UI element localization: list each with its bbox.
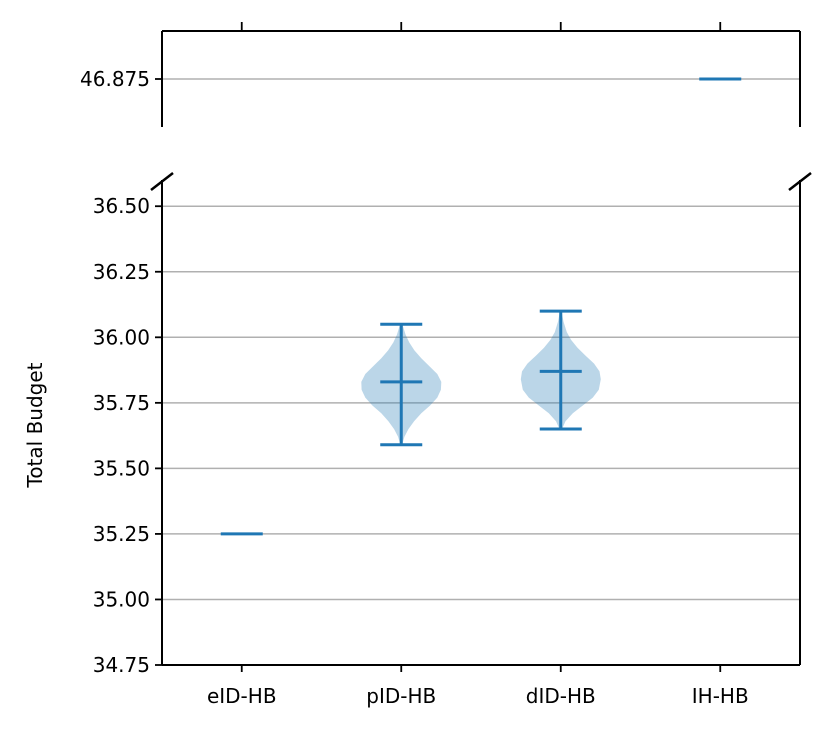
x-tick-label: dID-HB — [526, 684, 596, 708]
x-tick-label: pID-HB — [366, 684, 436, 708]
lower-y-tick-label: 36.00 — [93, 325, 150, 349]
lower-y-tick-label: 35.00 — [93, 587, 150, 611]
lower-y-tick-label: 35.25 — [93, 522, 150, 546]
break-mark-right — [788, 172, 812, 191]
x-ticks: eID-HB pID-HB dID-HB IH-HB — [207, 22, 749, 708]
x-tick-label: IH-HB — [692, 684, 749, 708]
lower-y-tick-label: 36.50 — [93, 194, 150, 218]
y-axis-title: Total Budget — [23, 362, 47, 488]
lower-y-tick-label: 36.25 — [93, 260, 150, 284]
violin-dID-HB — [520, 309, 601, 431]
x-tick-label: eID-HB — [207, 684, 277, 708]
violin-series — [220, 77, 742, 536]
lower-y-tick-label: 35.50 — [93, 456, 150, 480]
break-mark-left — [150, 172, 174, 191]
upper-y-tick-label: 46.875 — [80, 67, 150, 91]
lower-y-tick-label: 34.75 — [93, 653, 150, 677]
axis-break-markers — [150, 172, 812, 191]
lower-panel-frame — [161, 180, 801, 666]
violin-pID-HB — [361, 322, 442, 447]
lower-y-tick-label: 35.75 — [93, 391, 150, 415]
lower-y-ticks: 34.75 35.00 35.25 35.50 35.75 36.00 36.25 36.50 — [93, 194, 162, 677]
upper-y-ticks: 46.875 — [80, 67, 162, 91]
lower-panel-grid — [162, 205, 800, 666]
